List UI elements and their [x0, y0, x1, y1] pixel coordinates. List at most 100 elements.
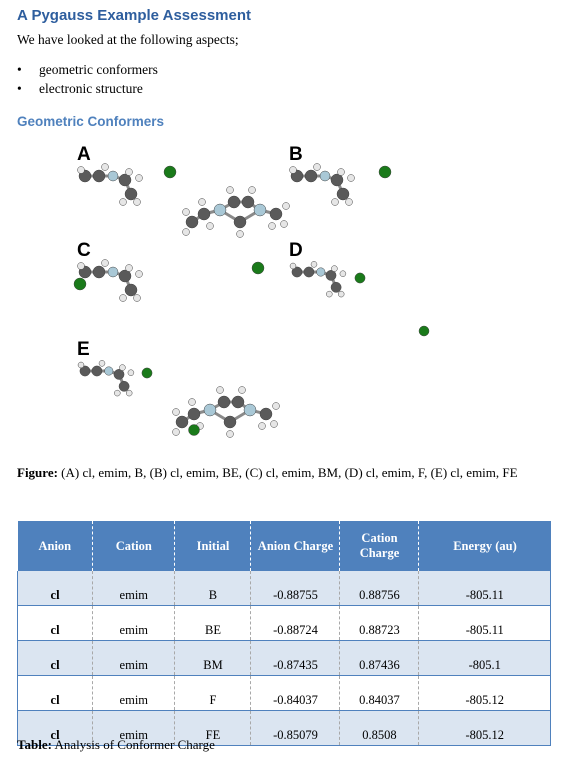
cell-cation: emim — [92, 710, 175, 746]
figure-caption-label: Figure: — [17, 465, 58, 480]
atom — [125, 168, 133, 176]
panel-label: C — [77, 240, 91, 261]
chloride-ion — [418, 325, 430, 337]
header-cation: Cation — [92, 521, 175, 571]
atom — [236, 230, 244, 238]
cell-cation-charge: 0.88723 — [339, 605, 419, 641]
chloride-ion — [163, 165, 177, 179]
conformer-table: Anion Cation Initial Anion Charge Cation… — [16, 521, 551, 746]
atom — [91, 365, 103, 377]
figure-caption-text: (A) cl, emim, B, (B) cl, emim, BE, (C) c… — [57, 465, 518, 480]
atom — [289, 166, 297, 174]
atom — [233, 215, 247, 229]
cell-anion-charge: -0.88724 — [250, 605, 340, 641]
atom — [182, 208, 190, 216]
atom — [325, 270, 337, 281]
atom — [313, 163, 321, 171]
cell-cation: emim — [92, 605, 175, 641]
atom — [337, 168, 345, 176]
atom — [330, 173, 344, 187]
cell-anion-charge: -0.84037 — [250, 675, 340, 711]
atom — [238, 386, 246, 394]
table-caption-label: Table: — [17, 737, 52, 752]
atom — [303, 266, 315, 278]
table-row: cl emim B -0.88755 0.88756 -805.11 — [16, 571, 551, 606]
cell-cation: emim — [92, 675, 175, 711]
cell-energy: -805.11 — [418, 605, 551, 641]
atom — [217, 395, 231, 409]
atom — [113, 369, 125, 380]
aspect-item: electronic structure — [17, 79, 158, 98]
atom — [118, 173, 132, 187]
cell-cation-charge: 0.8508 — [339, 710, 419, 746]
cell-anion: cl — [16, 710, 93, 746]
atom — [226, 186, 234, 194]
table-row: cl emim BM -0.87435 0.87436 -805.1 — [16, 640, 551, 676]
atom — [133, 198, 141, 206]
cell-anion-charge: -0.88755 — [250, 571, 340, 606]
atom — [118, 380, 130, 392]
cell-anion: cl — [16, 675, 93, 711]
atom — [280, 220, 288, 228]
cell-energy: -805.12 — [418, 710, 551, 746]
cell-anion-charge: -0.85079 — [250, 710, 340, 746]
atom — [77, 262, 85, 270]
cell-initial: F — [174, 675, 251, 711]
atom — [203, 403, 217, 417]
chloride-ion — [188, 424, 200, 436]
atom — [206, 222, 214, 230]
atom — [282, 202, 290, 210]
atom — [77, 361, 85, 369]
cell-initial: BE — [174, 605, 251, 641]
atom — [289, 262, 297, 270]
panel-label: D — [289, 240, 303, 261]
cell-cation: emim — [92, 571, 175, 606]
atom — [227, 195, 241, 209]
atom — [272, 402, 280, 410]
atom — [172, 428, 180, 436]
table-row: cl emim BE -0.88724 0.88723 -805.11 — [16, 605, 551, 641]
atom — [331, 265, 338, 272]
section-heading: Geometric Conformers — [17, 114, 165, 129]
atom — [337, 290, 345, 298]
header-cation-charge: Cation Charge — [339, 521, 419, 571]
atom — [125, 389, 133, 397]
chloride-ion — [141, 367, 153, 379]
atom — [197, 207, 211, 221]
figure-caption: Figure: (A) cl, emim, B, (B) cl, emim, B… — [17, 465, 518, 481]
atom — [231, 395, 245, 409]
atom — [216, 386, 224, 394]
atom — [107, 266, 119, 278]
atom — [77, 166, 85, 174]
atom — [226, 430, 234, 438]
atom — [127, 369, 135, 376]
chloride-ion — [378, 165, 392, 179]
cell-anion: cl — [16, 571, 93, 606]
atom — [198, 198, 206, 206]
atom — [347, 174, 355, 182]
cell-energy: -805.1 — [418, 640, 551, 676]
atom — [223, 415, 237, 429]
atom — [79, 365, 91, 377]
chloride-ion — [354, 272, 366, 284]
page-title: A Pygauss Example Assessment — [17, 7, 252, 24]
panel-label: E — [77, 339, 90, 360]
atom — [326, 290, 333, 298]
table-header-row: Anion Cation Initial Anion Charge Cation… — [17, 521, 551, 571]
atom — [259, 407, 273, 421]
atom — [248, 186, 256, 194]
cell-anion-charge: -0.87435 — [250, 640, 340, 676]
atom — [124, 283, 138, 297]
atom — [175, 415, 189, 429]
header-initial: Initial — [174, 521, 251, 571]
atom — [269, 207, 283, 221]
atom — [114, 389, 121, 397]
table-row: cl emim F -0.84037 0.84037 -805.12 — [16, 675, 551, 711]
header-energy: Energy (au) — [418, 521, 551, 571]
table-caption: Table: Analysis of Conformer Charge — [17, 737, 215, 753]
atom — [101, 259, 109, 267]
atom — [331, 198, 339, 206]
table-row: cl emim FE -0.85079 0.8508 -805.12 — [16, 710, 551, 746]
cell-cation-charge: 0.84037 — [339, 675, 419, 711]
atom — [98, 360, 106, 367]
